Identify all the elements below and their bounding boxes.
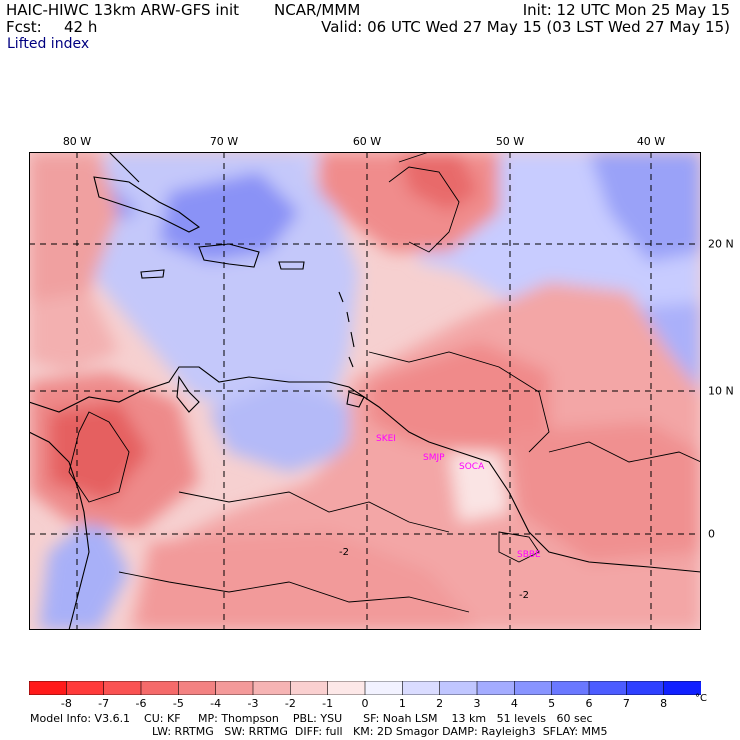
coastline-lake-maracaibo: [176, 375, 200, 413]
coastline-trinidad: [346, 391, 365, 408]
unstable-region: [399, 152, 479, 212]
colorbar-tick-label: 7: [622, 697, 630, 710]
colorbar-unit: °C: [695, 693, 707, 704]
unstable-region: [369, 342, 549, 452]
colorbar-swatch: [551, 681, 590, 695]
colorbar: [29, 681, 701, 695]
lifted-index-map: SKEI SMJP SOCA SBBE -2 -2: [29, 152, 701, 630]
lon-label: 50 W: [495, 135, 525, 148]
colorbar-swatch: [252, 681, 292, 695]
colorbar-swatch: [66, 681, 105, 695]
lat-label: 0: [708, 527, 715, 541]
coastline-puerto-rico: [278, 261, 305, 270]
coastline-cuba: [93, 176, 201, 233]
contour-line: [178, 491, 450, 533]
colorbar-swatch: [327, 681, 366, 695]
colorbar-swatch: [140, 681, 180, 695]
colorbar-swatch: [626, 681, 665, 695]
station-label: SBBE: [517, 550, 541, 560]
colorbar-tick-label: 1: [398, 697, 406, 710]
contour-value-label: -2: [339, 547, 349, 558]
map-frame: [29, 152, 701, 630]
station-label: SMJP: [423, 453, 445, 463]
stable-region: [89, 152, 701, 392]
colorbar-tick-label: 4: [510, 697, 518, 710]
contour-value-label: -2: [519, 590, 529, 601]
contour-line: [548, 441, 701, 463]
colorbar-swatch: [514, 681, 553, 695]
lon-label: 60 W: [352, 135, 382, 148]
colorbar-swatch: [364, 681, 404, 695]
colorbar-swatch: [103, 681, 142, 695]
station-label: SOCA: [459, 462, 485, 472]
colorbar-tick-label: 0: [361, 697, 369, 710]
coastline-antilles: [338, 291, 355, 368]
colorbar-tick-label: 8: [660, 697, 668, 710]
colorbar-swatch: [215, 681, 254, 695]
colorbar-tick-label: 6: [585, 697, 593, 710]
lat-label: 10 N: [708, 384, 734, 398]
station-label: SKEI: [376, 434, 396, 444]
colorbar-tick-label: -2: [284, 697, 296, 710]
contour-line: [118, 571, 470, 613]
coastline-south-america: [29, 366, 701, 573]
stable-region: [209, 382, 349, 472]
coastline-jamaica: [140, 269, 165, 279]
contour-line: [368, 351, 550, 453]
colorbar-tick-label: -4: [210, 697, 222, 710]
fcst-value: 42 h: [64, 18, 98, 36]
unstable-region: [29, 292, 119, 372]
contour-line: [498, 531, 540, 563]
colorbar-swatch: [663, 681, 701, 695]
lon-label: 80 W: [62, 135, 92, 148]
colorbar-tick-label: -5: [172, 697, 184, 710]
model-title: HAIC-HIWC 13km ARW-GFS init: [6, 1, 240, 19]
colorbar-swatch: [476, 681, 516, 695]
coastline-florida: [108, 152, 140, 183]
colorbar-tick-label: -1: [322, 697, 334, 710]
org-label: NCAR/MMM: [274, 1, 361, 19]
graticule: [29, 152, 701, 630]
colorbar-tick-label: 3: [473, 697, 481, 710]
model-info-line2: LW: RRTMG SW: RRTMG DIFF: full KM: 2D Sm…: [152, 725, 608, 738]
contour-group: [68, 152, 701, 613]
colorbar-swatch: [178, 681, 217, 695]
colorbar-swatch: [29, 681, 68, 695]
lon-label: 70 W: [209, 135, 239, 148]
lat-label: 20 N: [708, 237, 734, 251]
fcst-label: Fcst:: [6, 18, 42, 36]
colorbar-swatch: [290, 681, 329, 695]
contour-line: [388, 152, 460, 253]
colorbar-tick-label: 5: [548, 697, 556, 710]
coastline-central-america: [29, 431, 90, 630]
lon-label: 40 W: [636, 135, 666, 148]
colorbar-tick-label: -6: [135, 697, 147, 710]
valid-time: Valid: 06 UTC Wed 27 May 15 (03 LST Wed …: [321, 18, 730, 36]
colorbar-swatch: [588, 681, 628, 695]
stable-region: [589, 152, 701, 262]
colorbar-tick-label: -3: [247, 697, 259, 710]
colorbar-swatch: [402, 681, 441, 695]
model-info-line1: Model Info: V3.6.1 CU: KF MP: Thompson P…: [30, 712, 593, 725]
colorbar-tick-label: 2: [436, 697, 444, 710]
colorbar-tick-label: -8: [60, 697, 72, 710]
init-time: Init: 12 UTC Mon 25 May 15: [522, 1, 730, 19]
variable-name: Lifted index: [7, 36, 90, 52]
unstable-region: [29, 152, 119, 312]
coastline-group: [29, 152, 701, 630]
stable-region: [159, 172, 299, 262]
colorbar-swatch: [439, 681, 478, 695]
colorbar-tick-label: -7: [98, 697, 110, 710]
